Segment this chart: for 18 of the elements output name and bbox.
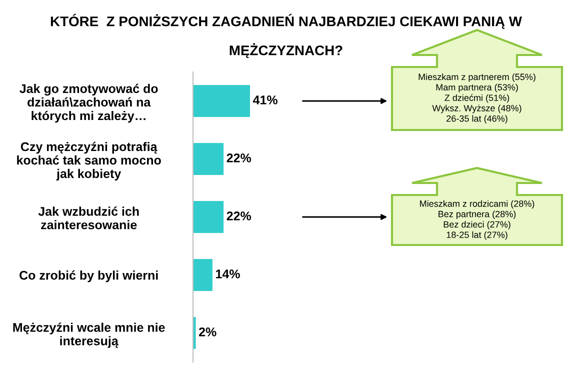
- bar: [193, 317, 196, 349]
- data-label: 22%: [226, 154, 252, 162]
- y-tick-label: Jak go zmotywować do działań\zachowań na których mi zależy…: [20, 84, 158, 123]
- bar: [193, 143, 224, 175]
- bar: [193, 259, 212, 291]
- y-tick-label: Co zrobić by byli wierni: [20, 270, 158, 282]
- y-tick-label: Mężczyźni wcale mnie nie interesują: [13, 322, 165, 348]
- data-label: 14%: [216, 270, 240, 278]
- y-tick-label: Czy mężczyźni potrafią kochać tak samo mocno jak kobiety: [17, 142, 161, 181]
- text: Mieszkam z rodzicami (28%) Bez partnera (28%) Bez dzieci (27%) 18-25 lat (27%): [420, 200, 534, 240]
- data-label: 2%: [198, 328, 216, 336]
- bar: [193, 85, 250, 117]
- data-label: 22%: [226, 212, 252, 220]
- bar: [193, 201, 224, 233]
- y-tick-label: Jak wzbudzić ich zainteresowanie: [38, 206, 139, 230]
- data-label: 41%: [252, 96, 278, 104]
- text: KTÓRE Z PONIŻSZYCH ZAGADNIEŃ NAJBARDZIEJ CIEKAWI PANIĄ W MĘŻCZYZNACH?: [50, 14, 522, 58]
- text: Mieszkam z partnerem (55%) Mam partnera (53%) Z dziećmi (51%) Wyksz. Wyższe (48%) 26-35 lat (46%): [418, 73, 536, 124]
